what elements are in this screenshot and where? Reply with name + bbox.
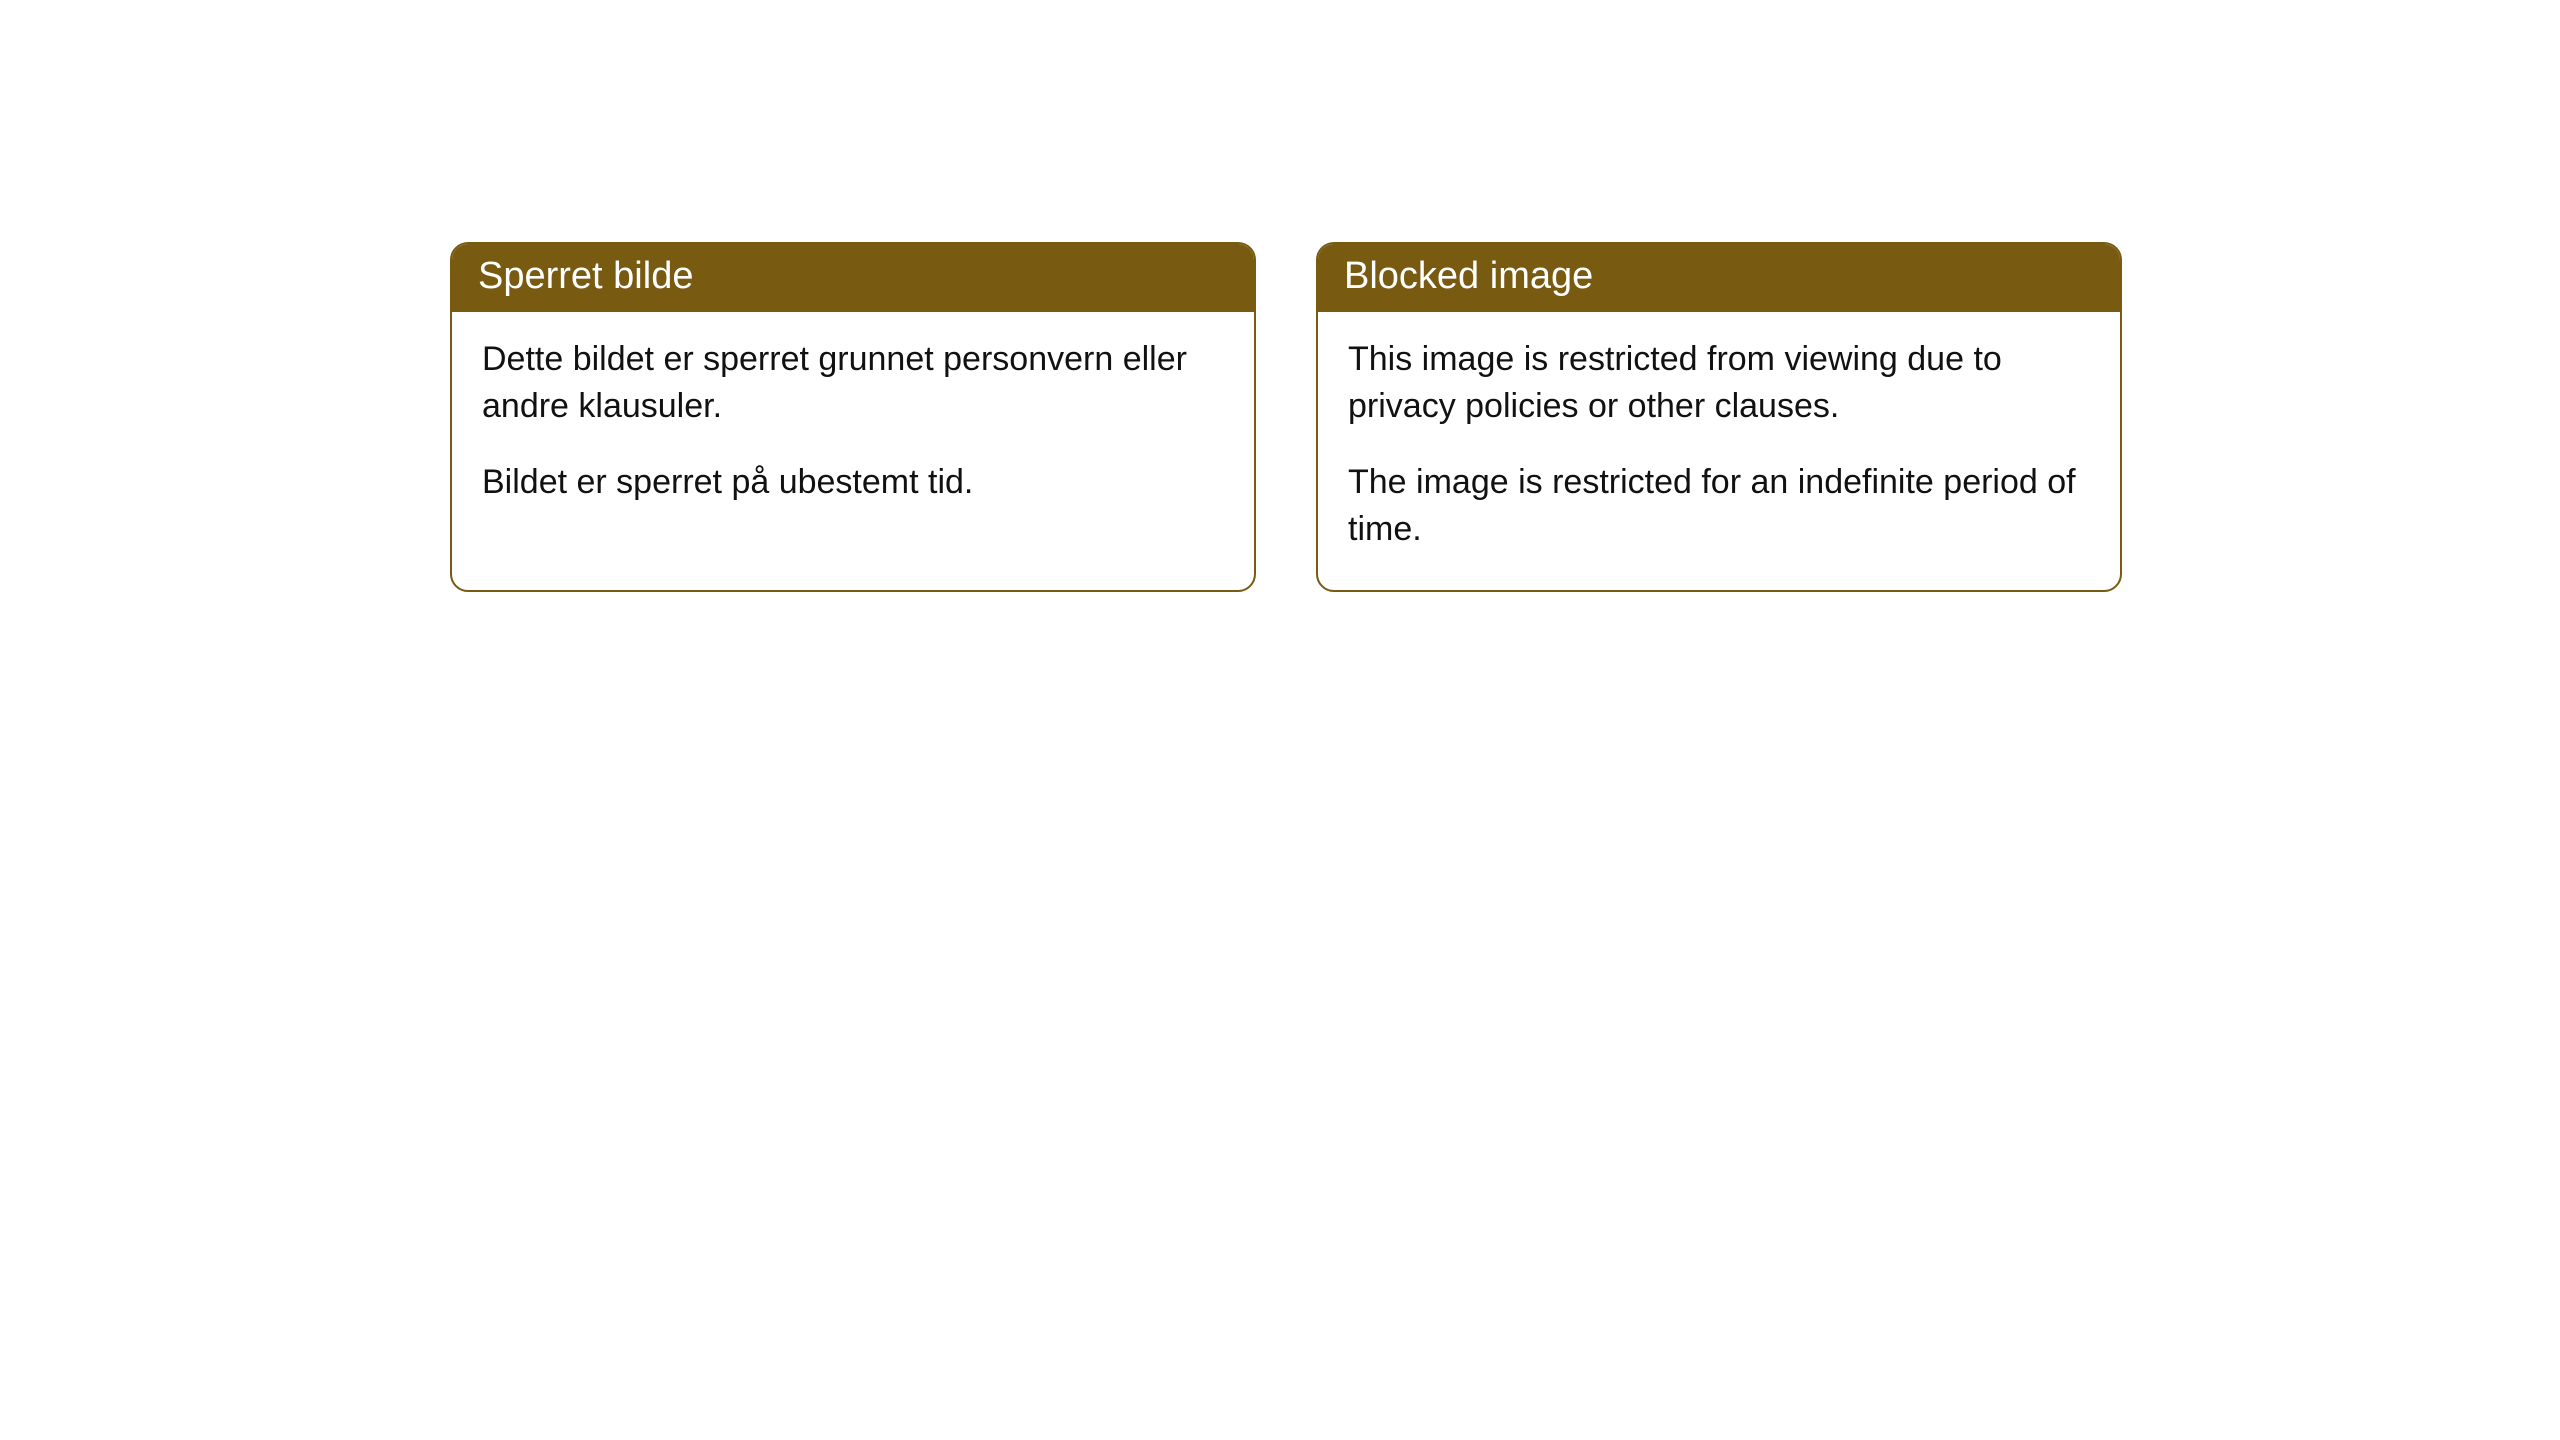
card-body: This image is restricted from viewing du… [1318,312,2120,590]
blocked-image-card-no: Sperret bilde Dette bildet er sperret gr… [450,242,1256,592]
blocked-image-card-en: Blocked image This image is restricted f… [1316,242,2122,592]
card-paragraph: Bildet er sperret på ubestemt tid. [482,459,1224,507]
card-title: Blocked image [1318,244,2120,312]
card-body: Dette bildet er sperret grunnet personve… [452,312,1254,543]
card-paragraph: Dette bildet er sperret grunnet personve… [482,336,1224,431]
card-title: Sperret bilde [452,244,1254,312]
card-paragraph: This image is restricted from viewing du… [1348,336,2090,431]
card-paragraph: The image is restricted for an indefinit… [1348,459,2090,554]
cards-container: Sperret bilde Dette bildet er sperret gr… [0,0,2560,592]
